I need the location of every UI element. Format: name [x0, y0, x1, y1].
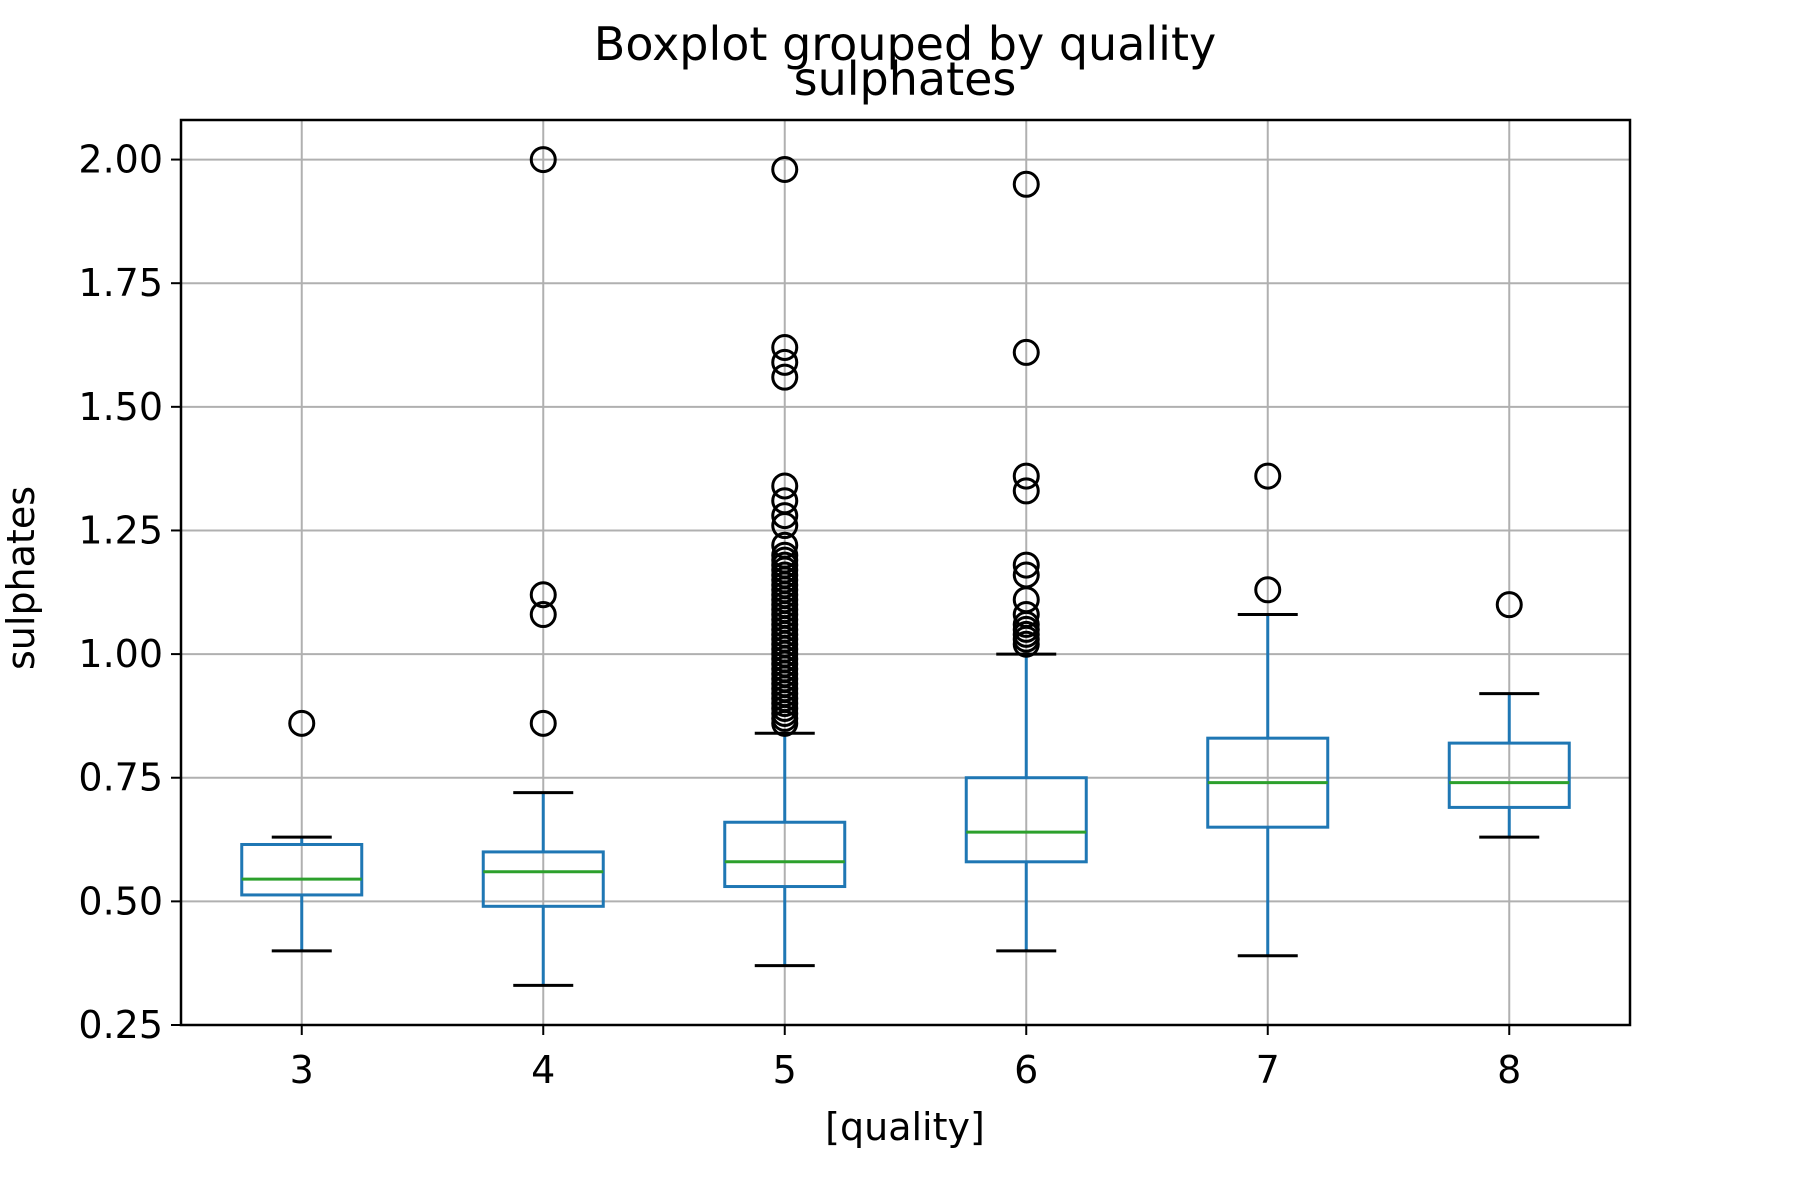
- flier-point: [1012, 462, 1040, 490]
- flier-point: [1012, 477, 1040, 505]
- box-group-6: [964, 652, 1088, 953]
- flier-point: [1254, 576, 1282, 604]
- x-tick-label: 3: [290, 1048, 314, 1092]
- y-tick-label: 1.00: [78, 632, 163, 676]
- figure-suptitle: Boxplot grouped by quality: [594, 17, 1216, 71]
- box-group-3: [240, 835, 364, 953]
- y-tick-label: 0.50: [78, 879, 163, 923]
- flier-point: [771, 363, 799, 391]
- x-tick-label: 4: [531, 1048, 555, 1092]
- flier-point: [771, 541, 799, 569]
- boxes-layer: [240, 613, 1571, 987]
- flier-point: [771, 531, 799, 559]
- flier-point: [1012, 170, 1040, 198]
- box-group-7: [1206, 613, 1330, 958]
- x-tick-label: 7: [1256, 1048, 1280, 1092]
- flier-point: [529, 581, 557, 609]
- flier-point: [1495, 591, 1523, 619]
- axes-frame: [179, 118, 1632, 1027]
- box-group-8: [1447, 692, 1571, 839]
- y-tick-label: 1.75: [78, 261, 163, 305]
- x-tick-label: 5: [773, 1048, 797, 1092]
- y-axis-ticks: 0.25 0.50 0.75 1.00 1.25 1.50 1.75 2.00: [78, 138, 181, 1047]
- axes-title: sulphates: [794, 52, 1017, 106]
- y-axis-label: sulphates: [0, 486, 43, 670]
- box-group-5: [723, 731, 847, 968]
- flier-point: [1254, 462, 1282, 490]
- flier-point: [1012, 561, 1040, 589]
- flier-point: [529, 709, 557, 737]
- flier-point: [771, 155, 799, 183]
- x-tick-label: 6: [1014, 1048, 1038, 1092]
- x-tick-label: 8: [1497, 1048, 1521, 1092]
- y-tick-label: 2.00: [78, 138, 163, 182]
- flier-point: [771, 487, 799, 515]
- box-iqr: [240, 842, 364, 897]
- flier-point: [1012, 601, 1040, 629]
- box-group-4: [481, 791, 605, 987]
- flier-point: [771, 348, 799, 376]
- y-tick-label: 1.25: [78, 508, 163, 552]
- flier-point: [1012, 551, 1040, 579]
- x-axis-ticks: 3 4 5 6 7 8: [290, 1025, 1521, 1092]
- y-tick-label: 1.50: [78, 385, 163, 429]
- box-iqr: [964, 776, 1088, 864]
- flier-point: [288, 709, 316, 737]
- y-tick-label: 0.75: [78, 756, 163, 800]
- y-tick-label: 0.25: [78, 1003, 163, 1047]
- flier-point: [1012, 338, 1040, 366]
- x-axis-label: [quality]: [825, 1105, 985, 1149]
- box-iqr: [481, 850, 605, 908]
- flier-point: [529, 146, 557, 174]
- box-iqr: [1447, 741, 1571, 809]
- flier-point: [529, 601, 557, 629]
- flier-point: [771, 333, 799, 361]
- fliers-layer: [288, 146, 1523, 737]
- flier-point: [771, 472, 799, 500]
- flier-point: [771, 502, 799, 530]
- box-iqr: [723, 820, 847, 889]
